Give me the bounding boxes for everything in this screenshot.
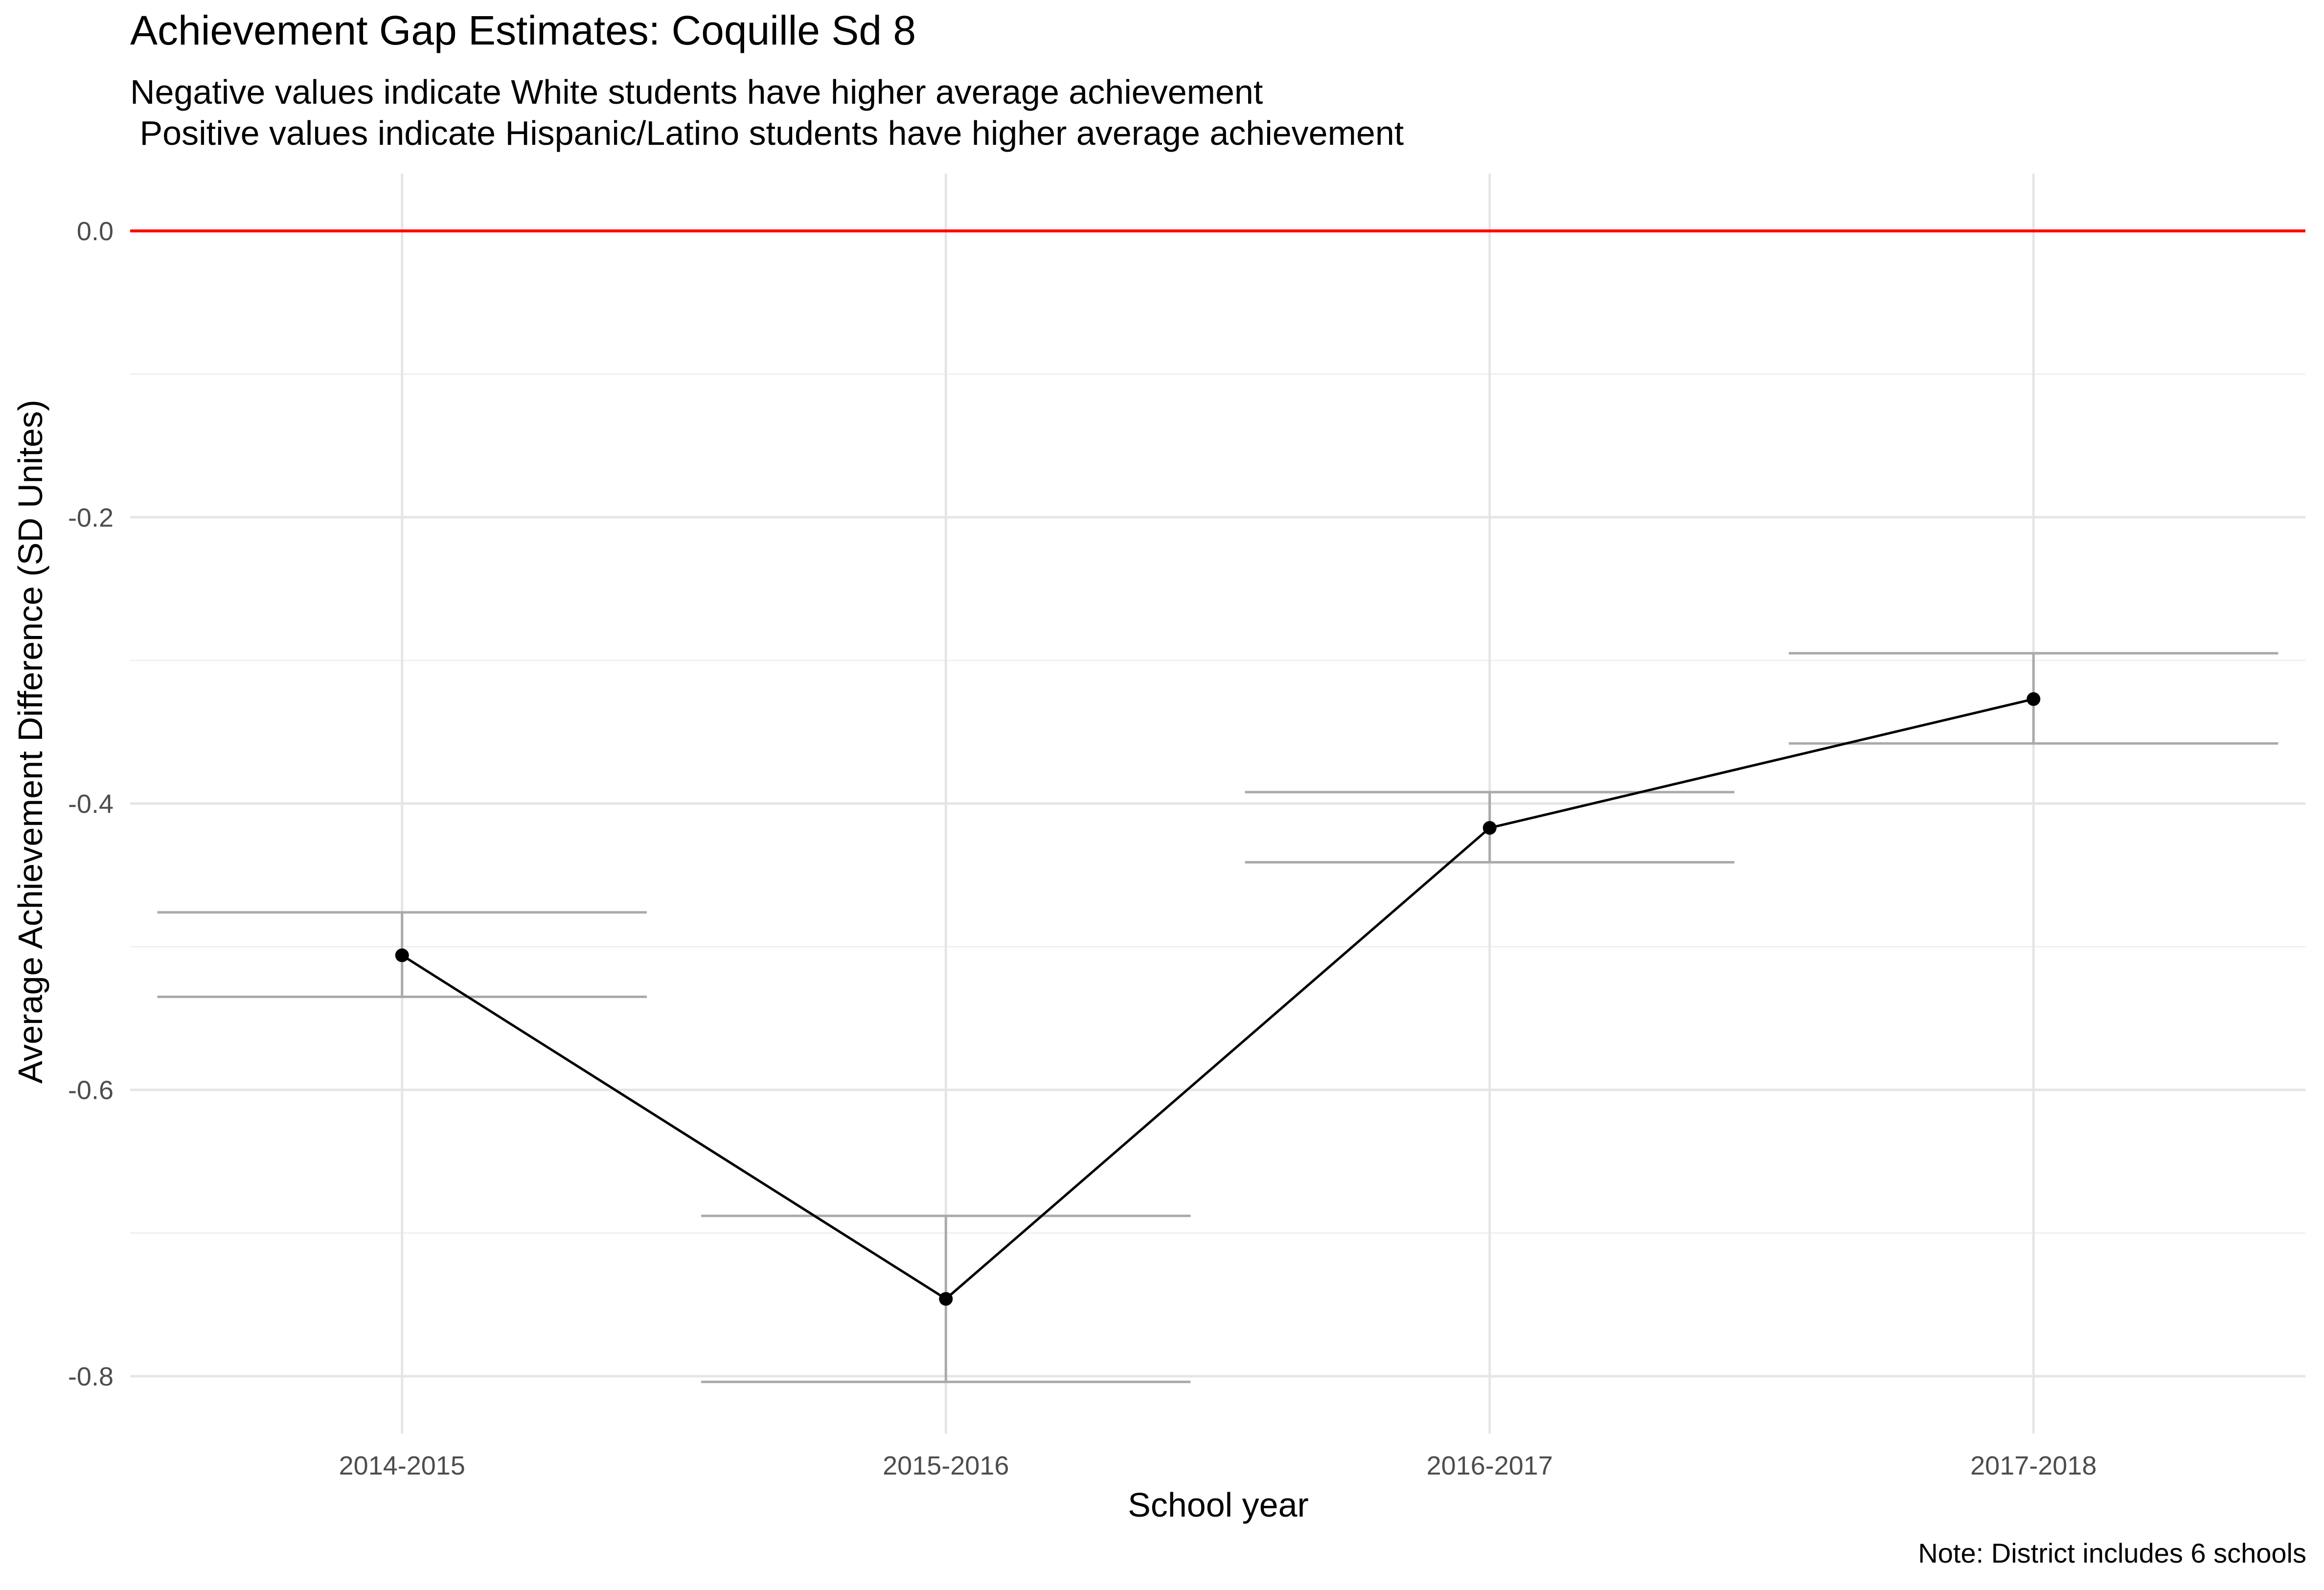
point-layer: [395, 692, 2041, 1306]
y-tick-label: 0.0: [77, 217, 114, 246]
series-line: [401, 698, 2034, 1300]
errorbar-layer: [157, 652, 2278, 1384]
grid-layer: [130, 174, 2305, 1433]
data-point: [2027, 692, 2041, 706]
x-tick-label: 2014-2015: [339, 1451, 465, 1480]
y-tick-labels: 0.0 -0.2 -0.4 -0.6 -0.8: [68, 217, 114, 1391]
y-axis-title: Average Achievement Difference (SD Unite…: [11, 400, 49, 1084]
x-axis-title: School year: [1128, 1486, 1309, 1524]
y-tick-label: -0.4: [68, 790, 114, 819]
series-line-layer: [401, 698, 2034, 1300]
chart-subtitle-line-1: Negative values indicate White students …: [130, 73, 1263, 111]
chart-title: Achievement Gap Estimates: Coquille Sd 8: [130, 7, 916, 53]
chart-caption: Note: District includes 6 schools: [1918, 1538, 2306, 1568]
x-tick-label: 2016-2017: [1427, 1451, 1553, 1480]
x-tick-labels: 2014-2015 2015-2016 2016-2017 2017-2018: [339, 1451, 2097, 1480]
chart-subtitle-line-2: Positive values indicate Hispanic/Latino…: [130, 114, 1404, 152]
data-point: [1482, 821, 1497, 835]
y-tick-label: -0.2: [68, 503, 114, 532]
y-tick-label: -0.6: [68, 1076, 114, 1105]
x-tick-label: 2017-2018: [1970, 1451, 2096, 1480]
data-point: [395, 948, 409, 962]
data-point: [939, 1292, 953, 1306]
y-tick-label: -0.8: [68, 1362, 114, 1391]
x-tick-label: 2015-2016: [883, 1451, 1009, 1480]
